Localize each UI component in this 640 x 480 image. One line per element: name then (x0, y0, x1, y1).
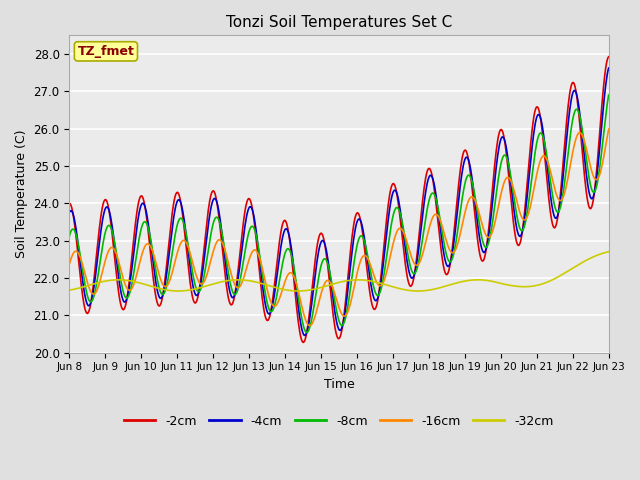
Legend: -2cm, -4cm, -8cm, -16cm, -32cm: -2cm, -4cm, -8cm, -16cm, -32cm (119, 409, 559, 432)
Title: Tonzi Soil Temperatures Set C: Tonzi Soil Temperatures Set C (226, 15, 452, 30)
Y-axis label: Soil Temperature (C): Soil Temperature (C) (15, 130, 28, 258)
X-axis label: Time: Time (324, 378, 355, 391)
Text: TZ_fmet: TZ_fmet (77, 45, 134, 58)
